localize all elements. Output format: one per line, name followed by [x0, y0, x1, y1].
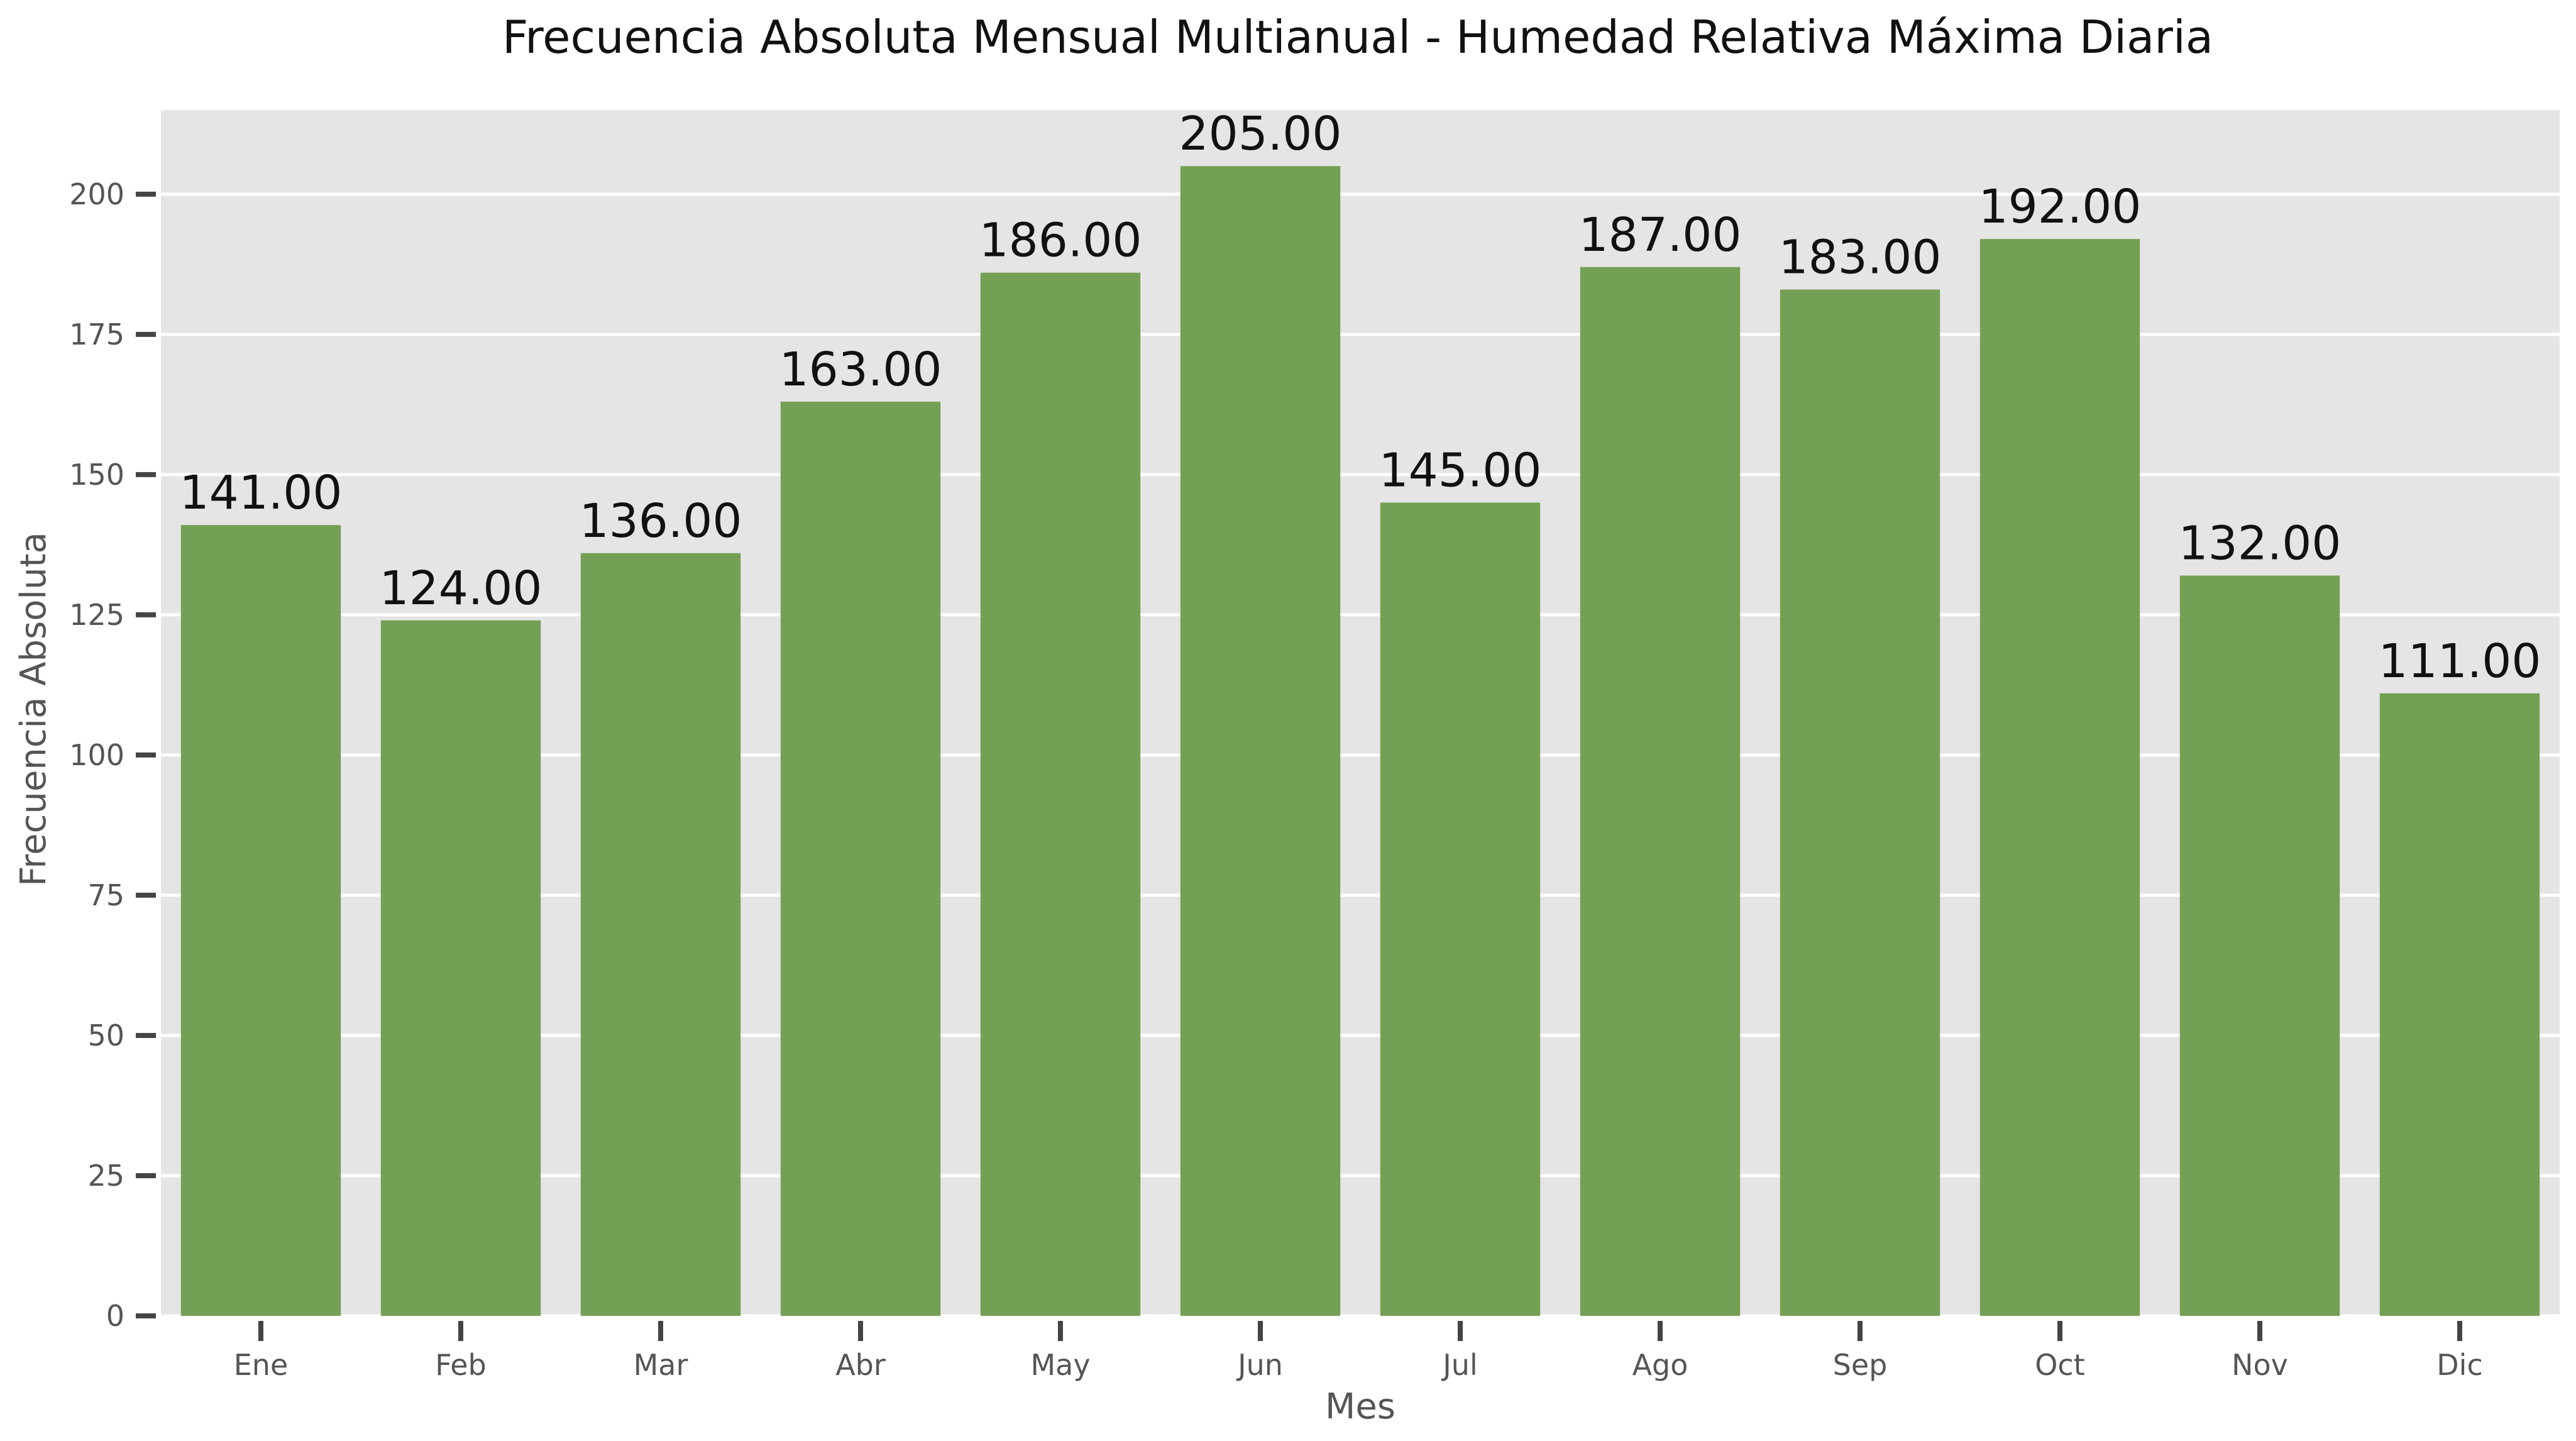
x-tick-label: Abr [835, 1348, 886, 1382]
bar-abr [780, 401, 941, 1316]
data-label-jun: 205.00 [1179, 107, 1342, 161]
y-tick-label: 75 [87, 878, 124, 912]
y-tick-label: 125 [69, 598, 124, 632]
x-tick-label: Sep [1833, 1348, 1888, 1382]
bar-feb [380, 620, 541, 1316]
data-label-ene: 141.00 [180, 466, 343, 520]
bars [180, 166, 2540, 1317]
bar-sep [1780, 289, 1940, 1317]
x-tick-label: May [1030, 1348, 1090, 1382]
y-tick-label: 100 [69, 738, 124, 772]
x-axis: Ene Feb Mar Abr May Jun Jul Ago Sep Oct Nov Dic [234, 1321, 2483, 1382]
bar-nov [2179, 575, 2340, 1316]
plot-background [161, 110, 2560, 1316]
data-label-dic: 111.00 [2379, 634, 2541, 688]
y-tick-label: 150 [69, 458, 124, 492]
x-tick-label: Jul [1441, 1348, 1478, 1382]
y-tick-label: 200 [69, 177, 124, 211]
y-axis-label: Frecuencia Absoluta [13, 532, 54, 886]
bar-dic [2379, 693, 2540, 1316]
data-label-mar: 136.00 [580, 494, 742, 548]
gridlines [161, 192, 2560, 1318]
data-labels: 141.00 124.00 136.00 163.00 186.00 205.00 145.… [180, 107, 2541, 688]
bar-jul [1380, 502, 1541, 1316]
data-label-nov: 132.00 [2179, 516, 2342, 570]
y-tick-label: 175 [69, 317, 124, 351]
data-label-ago: 187.00 [1579, 208, 1742, 262]
x-tick-label: Ene [234, 1348, 289, 1382]
chart-title: Frecuencia Absoluta Mensual Multianual -… [502, 11, 2213, 63]
y-tick-label: 25 [87, 1159, 124, 1193]
data-label-abr: 163.00 [779, 343, 942, 397]
bar-mar [580, 553, 741, 1317]
data-label-feb: 124.00 [380, 561, 542, 616]
x-tick-label: Nov [2232, 1348, 2288, 1382]
y-tick-label: 50 [87, 1019, 124, 1052]
bar-oct [1979, 239, 2140, 1316]
y-tick-label: 0 [106, 1299, 124, 1333]
bar-ago [1580, 267, 1741, 1317]
x-axis-label: Mes [1325, 1386, 1395, 1427]
bar-jun [1180, 166, 1341, 1317]
x-tick-label: Ago [1632, 1348, 1688, 1382]
x-tick-label: Feb [435, 1348, 486, 1382]
bar-may [980, 272, 1141, 1316]
data-label-oct: 192.00 [1979, 180, 2142, 234]
x-tick-label: Jun [1236, 1348, 1283, 1382]
x-tick-label: Mar [634, 1348, 688, 1382]
data-label-sep: 183.00 [1779, 230, 1942, 284]
x-tick-label: Dic [2436, 1348, 2483, 1382]
data-label-jul: 145.00 [1379, 443, 1542, 497]
y-axis: 0 25 50 75 100 125 150 175 200 [69, 177, 156, 1333]
data-label-may: 186.00 [979, 214, 1142, 268]
x-tick-label: Oct [2035, 1348, 2085, 1382]
bar-ene [180, 525, 341, 1316]
